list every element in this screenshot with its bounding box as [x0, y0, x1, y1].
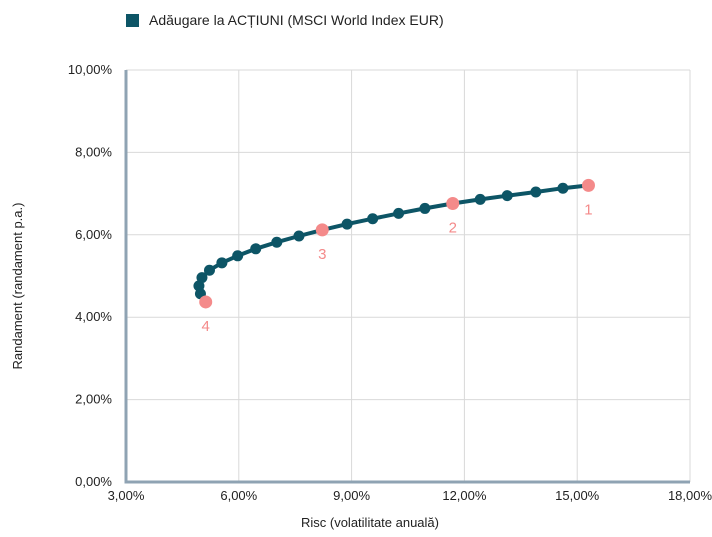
data-point: [341, 218, 353, 230]
x-tick-label: 18,00%: [668, 488, 712, 503]
y-tick-label: 6,00%: [75, 227, 112, 242]
highlight-point-4: [199, 295, 213, 309]
y-axis-title: Randament (randament p.a.): [10, 203, 25, 370]
legend: Adăugare la ACȚIUNI (MSCI World Index EU…: [126, 12, 444, 28]
x-tick-label: 12,00%: [442, 488, 487, 503]
x-tick-label: 6,00%: [220, 488, 257, 503]
x-tick-label: 15,00%: [555, 488, 600, 503]
data-point: [203, 264, 215, 276]
highlight-label-4: 4: [202, 318, 210, 335]
data-point: [530, 186, 542, 198]
data-point: [232, 250, 244, 262]
legend-label: Adăugare la ACȚIUNI (MSCI World Index EU…: [149, 12, 444, 28]
x-axis-title: Risc (volatilitate anuală): [301, 515, 439, 530]
data-point: [250, 243, 262, 255]
data-point: [271, 236, 283, 248]
legend-swatch: [126, 13, 139, 27]
y-tick-label: 10,00%: [68, 62, 113, 77]
highlight-point-3: [315, 223, 329, 237]
highlight-label-2: 2: [449, 219, 457, 236]
data-point: [293, 230, 305, 242]
data-point: [216, 257, 228, 269]
data-point: [196, 272, 208, 284]
x-tick-label: 9,00%: [333, 488, 370, 503]
y-tick-label: 8,00%: [75, 144, 112, 159]
y-tick-label: 0,00%: [75, 474, 112, 489]
highlight-label-1: 1: [584, 201, 592, 218]
highlight-point-2: [446, 196, 460, 210]
x-tick-label: 3,00%: [108, 488, 145, 503]
data-point: [393, 207, 405, 219]
y-tick-label: 2,00%: [75, 392, 112, 407]
data-point: [419, 202, 431, 214]
y-tick-label: 4,00%: [75, 309, 112, 324]
data-point: [367, 213, 379, 225]
highlight-label-3: 3: [318, 246, 326, 263]
data-point: [557, 182, 569, 194]
data-point: [474, 193, 486, 205]
data-point: [501, 190, 513, 202]
highlight-point-1: [581, 178, 595, 192]
